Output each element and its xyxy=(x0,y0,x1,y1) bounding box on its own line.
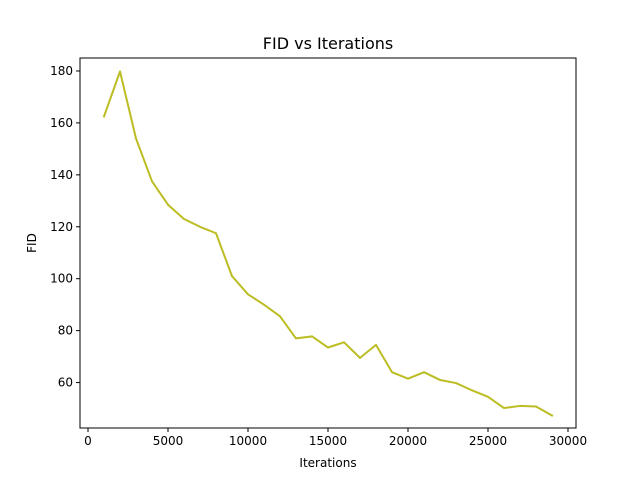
data-point xyxy=(279,315,281,318)
data-point xyxy=(247,293,249,296)
data-point xyxy=(103,115,105,118)
y-tick-label: 140 xyxy=(50,168,73,182)
data-point xyxy=(503,407,505,409)
data-point xyxy=(311,335,313,338)
chart-title: FID vs Iterations xyxy=(263,34,393,53)
data-point xyxy=(135,137,137,140)
data-point xyxy=(119,70,121,73)
series-line-fid xyxy=(102,70,554,417)
data-point xyxy=(215,232,217,235)
x-tick-label: 0 xyxy=(84,434,92,448)
x-axis-label: Iterations xyxy=(299,456,356,470)
x-tick-label: 20000 xyxy=(389,434,427,448)
data-point xyxy=(407,377,409,380)
data-point xyxy=(551,414,553,417)
data-point xyxy=(183,218,185,220)
data-point xyxy=(199,225,201,228)
data-point xyxy=(423,371,425,374)
data-point xyxy=(263,303,265,306)
data-point xyxy=(519,405,521,407)
data-point xyxy=(487,395,489,398)
data-point xyxy=(343,341,345,344)
y-tick-label: 160 xyxy=(50,116,73,130)
y-tick-label: 100 xyxy=(50,272,73,286)
x-tick-label: 15000 xyxy=(309,434,347,448)
x-tick-label: 10000 xyxy=(229,434,267,448)
x-axis: 0 5000 10000 15000 20000 25000 30000 xyxy=(84,428,587,448)
y-tick-label: 180 xyxy=(50,64,73,78)
data-point xyxy=(327,346,329,349)
x-tick-label: 5000 xyxy=(153,434,184,448)
y-tick-label: 80 xyxy=(58,324,73,338)
data-point xyxy=(375,344,377,346)
series-layer xyxy=(102,70,554,417)
x-tick-label: 25000 xyxy=(469,434,507,448)
data-point xyxy=(535,405,537,408)
data-point xyxy=(471,389,473,392)
data-point xyxy=(359,356,361,359)
data-point xyxy=(167,203,169,206)
x-tick-label: 30000 xyxy=(549,434,587,448)
y-axis: 60 80 100 120 140 160 180 xyxy=(50,64,80,390)
data-point xyxy=(295,337,297,340)
data-point xyxy=(455,382,457,384)
plot-frame xyxy=(79,57,577,429)
y-tick-label: 120 xyxy=(50,220,73,234)
data-point xyxy=(439,379,441,381)
y-axis-label: FID xyxy=(25,233,39,253)
y-tick-label: 60 xyxy=(58,376,73,390)
data-point xyxy=(151,180,153,183)
data-point xyxy=(231,275,233,278)
data-point xyxy=(391,371,393,374)
